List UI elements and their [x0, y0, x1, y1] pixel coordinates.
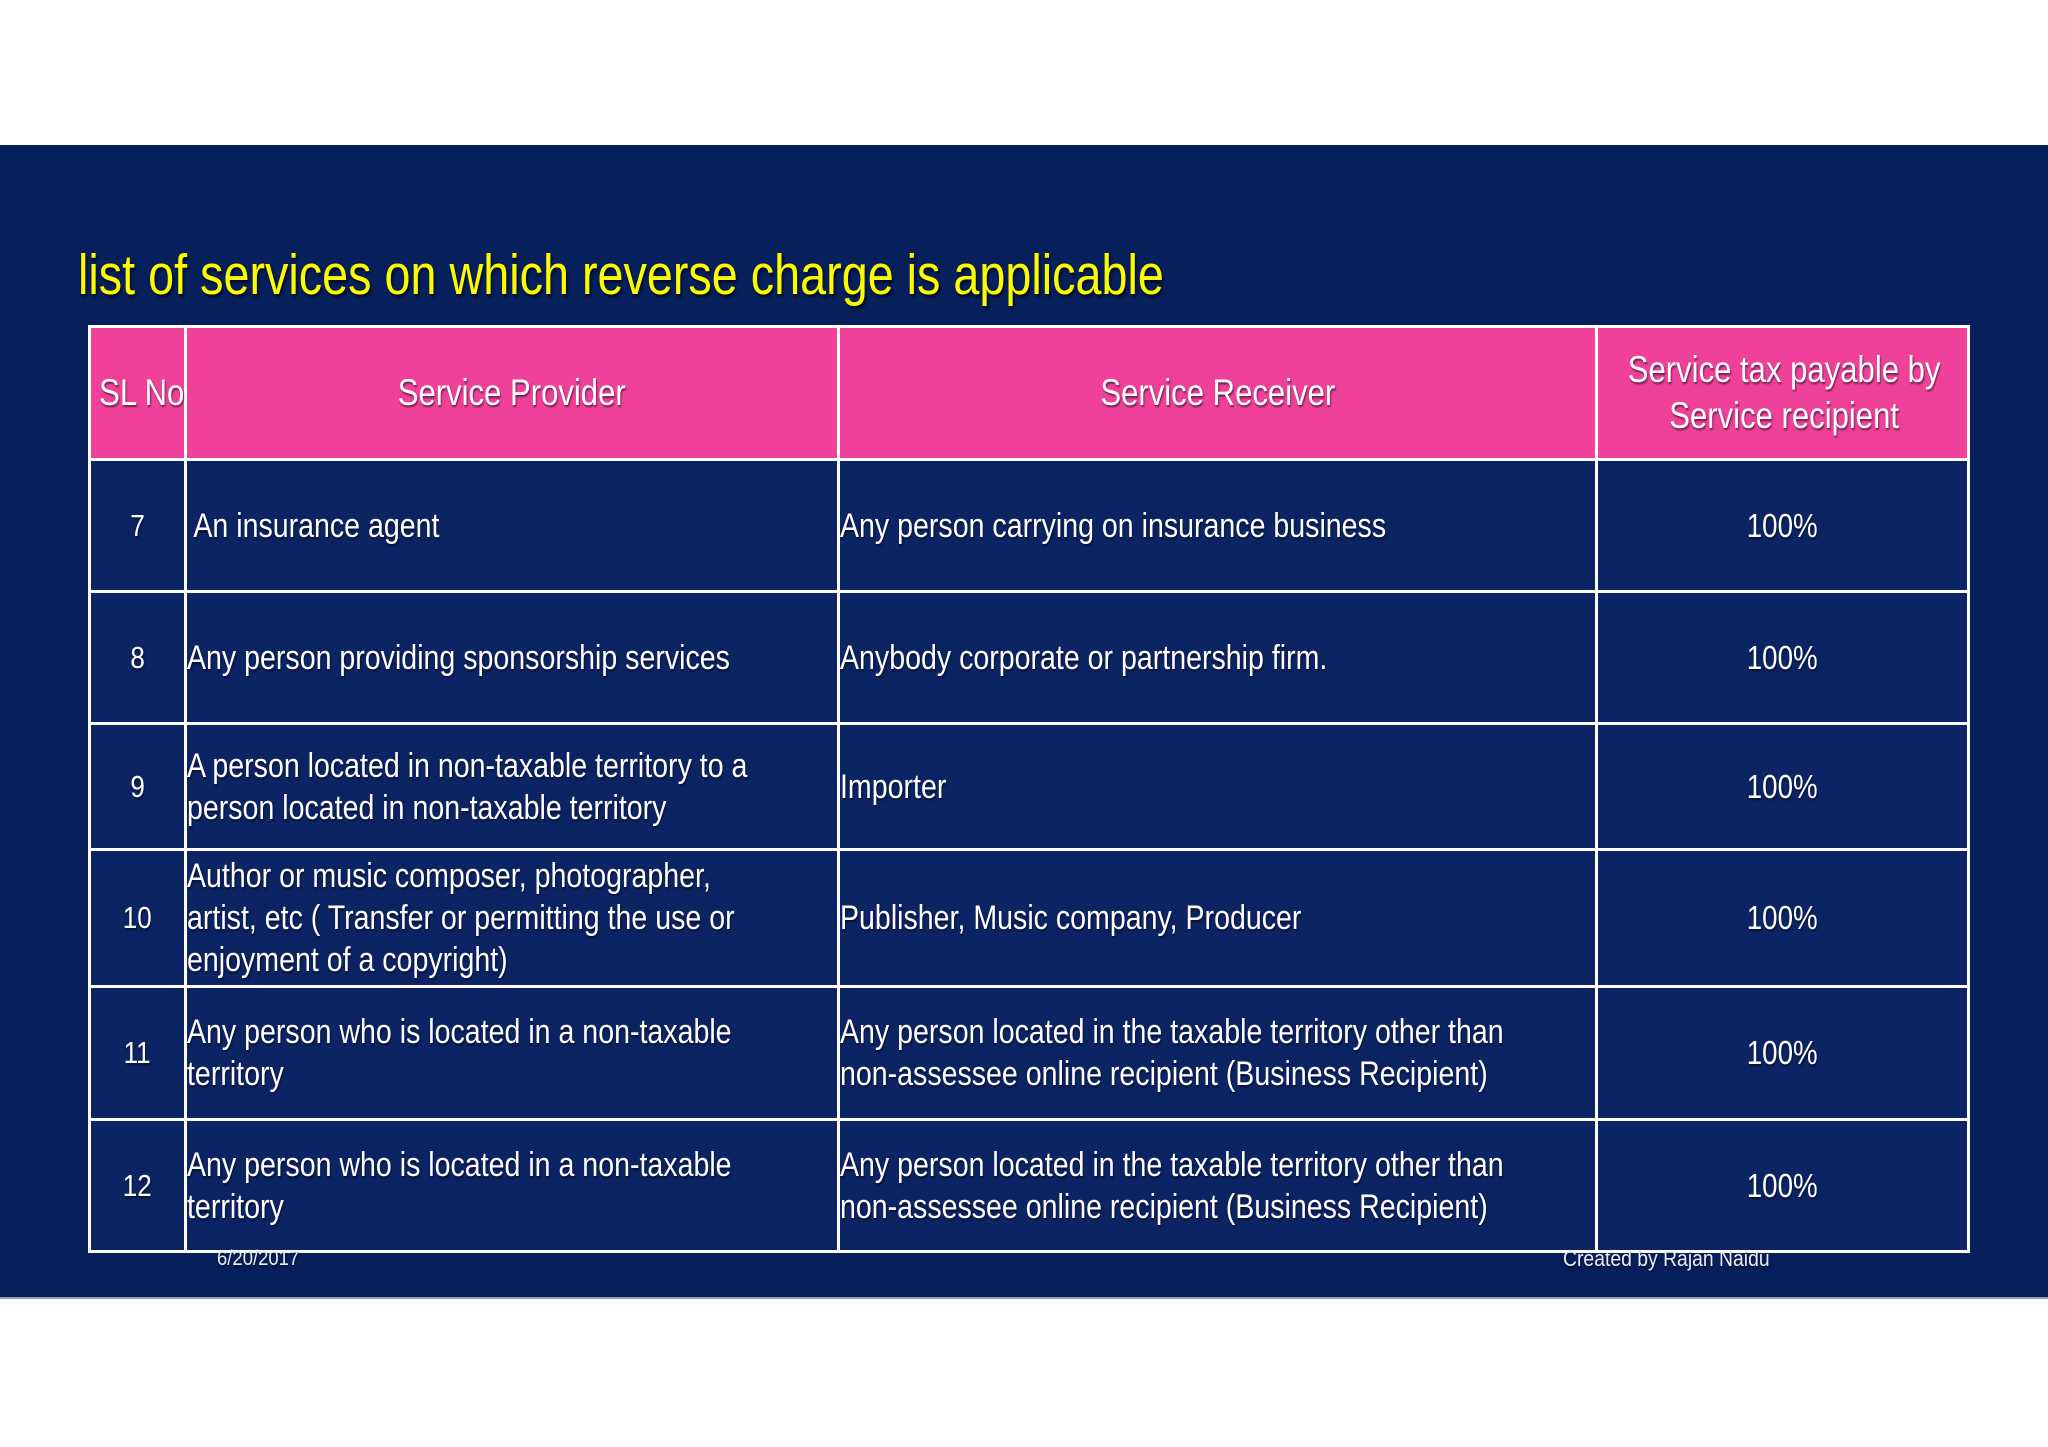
provider-cell: An insurance agent [184, 458, 840, 593]
receiver-value: Importer [840, 767, 947, 806]
sl-value: 7 [130, 507, 145, 543]
sl-value: 12 [123, 1167, 152, 1203]
provider-cell: Any person who is located in a non-taxab… [184, 985, 840, 1121]
table-row-11: 11 Any person who is located in a non-ta… [88, 985, 1970, 1121]
tax-cell: 100% [1595, 590, 1970, 725]
header-service-receiver: Service Receiver [837, 325, 1598, 461]
header-service-tax: Service tax payable by Service recipient [1595, 325, 1970, 461]
receiver-value: Publisher, Music company, Producer [840, 899, 1302, 937]
receiver-cell: Anybody corporate or partnership firm. [837, 590, 1598, 725]
tax-value: 100% [1747, 1166, 1818, 1204]
receiver-cell: Any person located in the taxable territ… [837, 1118, 1598, 1253]
receiver-cell: Importer [837, 722, 1598, 851]
tax-value: 100% [1747, 899, 1818, 936]
slide-credit: Created by Rajan Naidu [1563, 1246, 1798, 1272]
tax-cell: 100% [1595, 1118, 1970, 1253]
tax-cell: 100% [1595, 458, 1970, 593]
provider-cell: Author or music composer, photographer, … [184, 848, 840, 988]
header-sl-no: SL No [88, 325, 187, 461]
tax-cell: 100% [1595, 722, 1970, 851]
sl-cell: 10 [88, 848, 187, 988]
slide-date-label: 6/20/2017 [217, 1247, 300, 1270]
slide-credit-label: Created by Rajan Naidu [1563, 1246, 1770, 1271]
table-row-12: 12 Any person who is located in a non-ta… [88, 1118, 1970, 1253]
sl-cell: 9 [88, 722, 187, 851]
sl-value: 10 [123, 900, 152, 935]
receiver-value: Any person located in the taxable territ… [840, 1013, 1504, 1093]
provider-cell: Any person providing sponsorship service… [184, 590, 840, 725]
slide-title: list of services on which reverse charge… [78, 243, 1164, 307]
tax-cell: 100% [1595, 985, 1970, 1121]
tax-cell: 100% [1595, 848, 1970, 988]
table-row-7: 7 An insurance agent Any person carrying… [88, 458, 1970, 593]
tax-value: 100% [1747, 1034, 1818, 1071]
provider-value: A person located in non-taxable territor… [187, 746, 748, 827]
provider-value: Any person who is located in a non-taxab… [187, 1145, 732, 1226]
tax-value: 100% [1747, 638, 1818, 676]
provider-cell: Any person who is located in a non-taxab… [184, 1118, 840, 1253]
table-row-10: 10 Author or music composer, photographe… [88, 848, 1970, 988]
provider-value: An insurance agent [187, 506, 440, 545]
receiver-value: Any person carrying on insurance busines… [840, 506, 1387, 545]
provider-value: Any person who is located in a non-taxab… [187, 1013, 732, 1093]
header-service-receiver-label: Service Receiver [1100, 372, 1335, 413]
header-service-provider-label: Service Provider [397, 372, 627, 413]
sl-value: 9 [130, 768, 145, 804]
header-sl-no-label: SL No [99, 372, 185, 413]
provider-cell: A person located in non-taxable territor… [184, 722, 840, 851]
sl-cell: 12 [88, 1118, 187, 1253]
sl-cell: 7 [88, 458, 187, 593]
sl-value: 8 [130, 639, 145, 675]
header-service-provider: Service Provider [184, 325, 840, 461]
receiver-cell: Any person carrying on insurance busines… [837, 458, 1598, 593]
receiver-value: Anybody corporate or partnership firm. [840, 638, 1328, 677]
slide-background: list of services on which reverse charge… [0, 145, 2048, 1299]
sl-cell: 11 [88, 985, 187, 1121]
receiver-cell: Publisher, Music company, Producer [837, 848, 1598, 988]
tax-value: 100% [1747, 506, 1818, 544]
table-row-8: 8 Any person providing sponsorship servi… [88, 590, 1970, 725]
tax-value: 100% [1747, 767, 1818, 805]
receiver-cell: Any person located in the taxable territ… [837, 985, 1598, 1121]
header-service-tax-label: Service tax payable by Service recipient [1627, 349, 1941, 436]
reverse-charge-table: SL No Service Provider Service Receiver … [88, 325, 1970, 1253]
provider-value: Any person providing sponsorship service… [187, 638, 730, 677]
table-header-row: SL No Service Provider Service Receiver … [88, 325, 1970, 461]
slide-date: 6/20/2017 [217, 1247, 310, 1271]
sl-value: 11 [123, 1035, 152, 1070]
table-row-9: 9 A person located in non-taxable territ… [88, 722, 1970, 851]
sl-cell: 8 [88, 590, 187, 725]
receiver-value: Any person located in the taxable territ… [840, 1145, 1504, 1226]
provider-value: Author or music composer, photographer, … [187, 857, 735, 979]
